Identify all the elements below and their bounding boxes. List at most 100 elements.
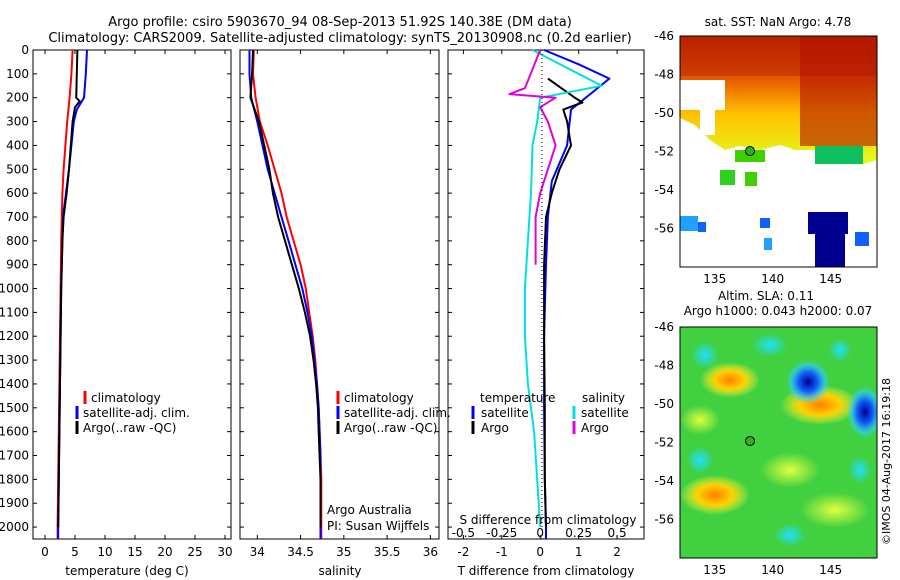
legend-sal-satellite: satellite	[581, 406, 629, 420]
x-tick-label: -1	[496, 545, 508, 559]
s-tick-label: -0.25	[486, 526, 517, 540]
legend-argo: Argo(..raw -QC)	[344, 421, 437, 435]
depth-tick-label: 1900	[0, 496, 29, 510]
s-tick-label: 0.25	[565, 526, 592, 540]
depth-tick-label: 1800	[0, 472, 29, 486]
temperature-axis-label: temperature (deg C)	[65, 564, 188, 578]
depth-tick-label: 600	[6, 186, 29, 200]
x-tick-label: 5	[71, 545, 79, 559]
salinity-legend: climatology satellite-adj. clim. Argo(..…	[336, 391, 451, 435]
argo-salinity-series	[508, 49, 557, 265]
map-lat-label: -56	[654, 222, 674, 236]
map-lon-label: 140	[761, 272, 784, 286]
map-lon-label: 140	[761, 563, 784, 577]
map-lat-label: -50	[654, 106, 674, 120]
map-lat-label: -54	[654, 183, 674, 197]
sst-map	[680, 36, 877, 267]
sla-title-1: Altim. SLA: 0.11	[718, 289, 814, 303]
depth-tick-label: 1400	[0, 377, 29, 391]
argo-temperature-series	[543, 77, 584, 528]
depth-tick-label: 500	[6, 162, 29, 176]
sla-title-2: Argo h1000: 0.043 h2000: 0.07	[684, 304, 873, 318]
depth-tick-label: 400	[6, 138, 29, 152]
climatology-series	[252, 49, 323, 539]
sst-map-frame	[679, 35, 878, 268]
x-tick-label: 34.5	[287, 545, 314, 559]
salinity-axis-label: salinity	[318, 564, 361, 578]
depth-tick-label: 1600	[0, 425, 29, 439]
map-lat-label: -46	[654, 29, 674, 43]
temperature-panel-frame	[32, 49, 232, 540]
legend-climatology: climatology	[91, 391, 161, 405]
map-lat-label: -50	[654, 397, 674, 411]
sla-argo-marker	[745, 436, 755, 446]
x-tick-label: 35	[336, 545, 351, 559]
x-tick-label: 30	[217, 545, 232, 559]
map-lon-label: 145	[819, 272, 842, 286]
depth-tick-label: 1300	[0, 353, 29, 367]
x-tick-label: 15	[127, 545, 142, 559]
map-lon-label: 135	[703, 563, 726, 577]
title-line-1: Argo profile: csiro 5903670_94 08-Sep-20…	[108, 15, 572, 30]
depth-tick-label: 700	[6, 210, 29, 224]
depth-tick-label: 0	[21, 43, 29, 57]
legend-sal-argo: Argo	[581, 421, 609, 435]
depth-tick-label: 800	[6, 234, 29, 248]
title-line-2: Climatology: CARS2009. Satellite-adjuste…	[48, 31, 631, 46]
x-tick-label: 35.5	[374, 545, 401, 559]
argo-raw-qc--series	[57, 49, 81, 528]
depth-tick-label: 200	[6, 91, 29, 105]
x-tick-label: 2	[613, 545, 621, 559]
sst-title: sat. SST: NaN Argo: 4.78	[705, 15, 852, 29]
depth-tick-label: 2000	[0, 520, 29, 534]
x-tick-label: 36	[423, 545, 438, 559]
difference-legend: temperature satellite Argo salinity sate…	[471, 391, 629, 435]
map-lat-label: -52	[654, 145, 674, 159]
credit-text: Argo Australia	[327, 503, 412, 517]
sla-map	[680, 327, 877, 558]
legend-temp-argo: Argo	[481, 421, 509, 435]
depth-tick-label: 1100	[0, 305, 29, 319]
watermark: ©IMOS 04-Aug-2017 16:19:18	[880, 378, 893, 545]
x-tick-label: 0	[536, 545, 544, 559]
map-lon-label: 145	[819, 563, 842, 577]
sst-argo-marker	[745, 146, 755, 156]
satellite-temperature-series	[543, 49, 611, 539]
map-lat-label: -48	[654, 68, 674, 82]
legend-satellite: satellite-adj. clim.	[83, 406, 190, 420]
depth-tick-label: 1500	[0, 401, 29, 415]
depth-tick-label: 1000	[0, 282, 29, 296]
legend-argo: Argo(..raw -QC)	[83, 421, 176, 435]
depth-tick-label: 1200	[0, 329, 29, 343]
argo-raw-qc--series	[249, 49, 322, 528]
pi-text: PI: Susan Wijffels	[327, 519, 429, 533]
x-tick-label: 10	[97, 545, 112, 559]
x-tick-label: 34	[250, 545, 265, 559]
s-tick-label: 0	[536, 526, 544, 540]
map-lat-label: -56	[654, 513, 674, 527]
map-lon-label: 135	[703, 272, 726, 286]
s-difference-axis-label: S difference from climatology	[460, 513, 637, 527]
legend-satellite: satellite-adj. clim.	[344, 406, 451, 420]
legend-temperature-title: temperature	[480, 391, 555, 405]
s-tick-label: 0.5	[608, 526, 627, 540]
legend-temp-satellite: satellite	[481, 406, 529, 420]
legend-salinity-title: salinity	[582, 391, 625, 405]
map-lat-label: -52	[654, 436, 674, 450]
satellite-salinity-series	[523, 49, 603, 528]
t-difference-axis-label: T difference from climatology	[457, 564, 635, 578]
legend-climatology: climatology	[344, 391, 414, 405]
map-lat-label: -46	[654, 320, 674, 334]
x-tick-label: -2	[457, 545, 469, 559]
x-tick-label: 25	[187, 545, 202, 559]
depth-tick-label: 100	[6, 67, 29, 81]
salinity-panel-frame	[239, 49, 440, 540]
temperature-legend: climatology satellite-adj. clim. Argo(..…	[75, 391, 190, 435]
sla-map-frame	[679, 326, 878, 559]
depth-tick-label: 300	[6, 115, 29, 129]
x-tick-label: 0	[41, 545, 49, 559]
map-lat-label: -54	[654, 474, 674, 488]
profile-lines	[56, 49, 611, 539]
map-lat-label: -48	[654, 359, 674, 373]
